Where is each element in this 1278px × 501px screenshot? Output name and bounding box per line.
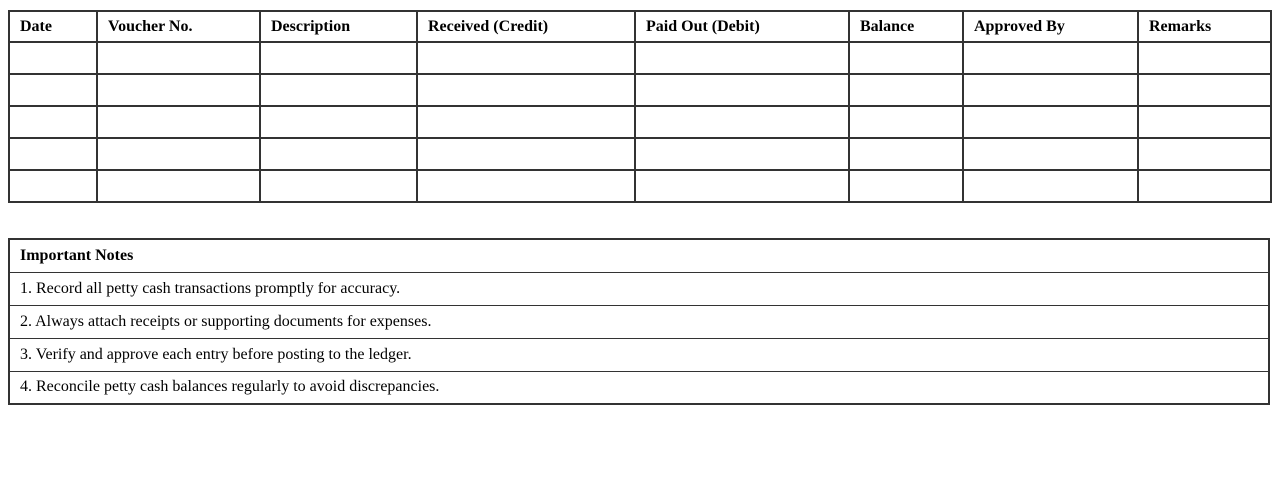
ledger-cell-received-credit — [416, 105, 636, 139]
ledger-cell-description — [259, 41, 418, 75]
ledger-cell-date — [8, 137, 98, 171]
ledger-header-row: Date Voucher No. Description Received (C… — [8, 10, 1272, 43]
ledger-empty-row — [8, 137, 1272, 171]
ledger-cell-received-credit — [416, 137, 636, 171]
column-header-received-credit: Received (Credit) — [416, 10, 636, 43]
ledger-cell-remarks — [1137, 73, 1272, 107]
petty-cash-ledger-table: Date Voucher No. Description Received (C… — [8, 10, 1272, 203]
ledger-cell-voucher-no — [96, 105, 261, 139]
ledger-empty-row — [8, 169, 1272, 203]
notes-header-row: Important Notes — [8, 238, 1270, 273]
ledger-cell-remarks — [1137, 137, 1272, 171]
column-header-description: Description — [259, 10, 418, 43]
important-notes-table: Important Notes 1. Record all petty cash… — [8, 238, 1270, 405]
ledger-cell-paid-out-debit — [634, 137, 850, 171]
ledger-cell-date — [8, 73, 98, 107]
ledger-cell-paid-out-debit — [634, 169, 850, 203]
notes-title: Important Notes — [8, 238, 1270, 273]
ledger-cell-voucher-no — [96, 169, 261, 203]
ledger-cell-remarks — [1137, 105, 1272, 139]
ledger-cell-balance — [848, 73, 964, 107]
ledger-cell-remarks — [1137, 41, 1272, 75]
ledger-cell-balance — [848, 169, 964, 203]
ledger-cell-description — [259, 137, 418, 171]
ledger-cell-balance — [848, 105, 964, 139]
ledger-cell-balance — [848, 137, 964, 171]
ledger-cell-paid-out-debit — [634, 105, 850, 139]
ledger-cell-approved-by — [962, 73, 1139, 107]
column-header-balance: Balance — [848, 10, 964, 43]
note-row: 1. Record all petty cash transactions pr… — [8, 271, 1270, 306]
note-row: 3. Verify and approve each entry before … — [8, 337, 1270, 372]
ledger-cell-balance — [848, 41, 964, 75]
ledger-cell-description — [259, 169, 418, 203]
note-row: 2. Always attach receipts or supporting … — [8, 304, 1270, 339]
ledger-cell-received-credit — [416, 73, 636, 107]
column-header-approved-by: Approved By — [962, 10, 1139, 43]
ledger-cell-received-credit — [416, 41, 636, 75]
ledger-cell-description — [259, 73, 418, 107]
ledger-cell-received-credit — [416, 169, 636, 203]
ledger-cell-date — [8, 105, 98, 139]
ledger-empty-row — [8, 73, 1272, 107]
note-row: 4. Reconcile petty cash balances regular… — [8, 370, 1270, 405]
ledger-cell-approved-by — [962, 169, 1139, 203]
column-header-remarks: Remarks — [1137, 10, 1272, 43]
ledger-empty-row — [8, 41, 1272, 75]
column-header-date: Date — [8, 10, 98, 43]
note-item-4: 4. Reconcile petty cash balances regular… — [8, 370, 1270, 405]
ledger-cell-paid-out-debit — [634, 41, 850, 75]
note-item-1: 1. Record all petty cash transactions pr… — [8, 271, 1270, 306]
ledger-cell-voucher-no — [96, 137, 261, 171]
ledger-cell-approved-by — [962, 137, 1139, 171]
note-item-3: 3. Verify and approve each entry before … — [8, 337, 1270, 372]
ledger-cell-remarks — [1137, 169, 1272, 203]
ledger-empty-row — [8, 105, 1272, 139]
column-header-paid-out-debit: Paid Out (Debit) — [634, 10, 850, 43]
ledger-cell-description — [259, 105, 418, 139]
ledger-cell-voucher-no — [96, 41, 261, 75]
column-header-voucher-no: Voucher No. — [96, 10, 261, 43]
ledger-cell-paid-out-debit — [634, 73, 850, 107]
ledger-cell-approved-by — [962, 41, 1139, 75]
ledger-cell-voucher-no — [96, 73, 261, 107]
ledger-cell-date — [8, 41, 98, 75]
note-item-2: 2. Always attach receipts or supporting … — [8, 304, 1270, 339]
ledger-cell-approved-by — [962, 105, 1139, 139]
ledger-cell-date — [8, 169, 98, 203]
